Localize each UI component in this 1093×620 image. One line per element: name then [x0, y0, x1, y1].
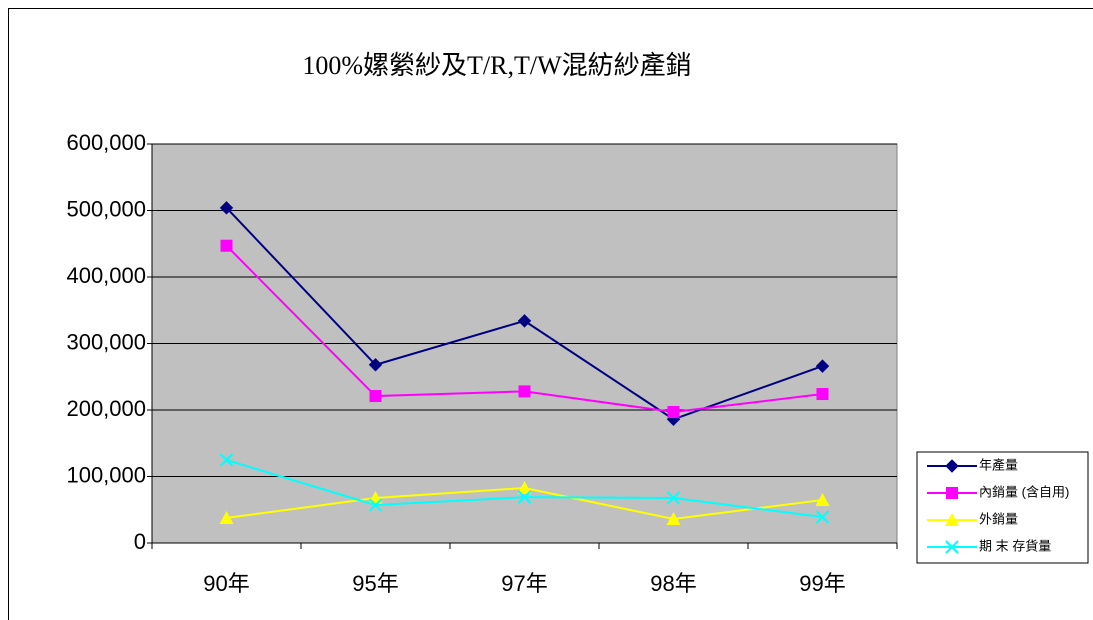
legend-marker: [945, 513, 959, 526]
x-tick-label: 99年: [799, 571, 845, 596]
x-tick-label: 95年: [352, 571, 398, 596]
legend-label: 內銷量 (含自用): [979, 484, 1069, 499]
data-point: [369, 390, 382, 403]
data-point: [517, 481, 532, 495]
data-point: [368, 358, 383, 372]
x-tick-label: 97年: [501, 571, 547, 596]
y-tick-label: 600,000: [66, 130, 146, 155]
chart-title: 100%嫘縈紗及T/R,T/W混紡紗產銷: [302, 51, 691, 80]
data-point: [219, 453, 234, 467]
data-point: [219, 201, 234, 215]
legend-marker: [946, 487, 958, 499]
x-tick-label: 90年: [203, 571, 249, 596]
legend-label: 外銷量: [979, 511, 1018, 526]
legend-box: [916, 451, 1089, 564]
data-point: [220, 239, 233, 252]
y-tick-label: 500,000: [66, 196, 146, 221]
data-point: [815, 359, 830, 373]
data-point: [368, 498, 383, 512]
data-point: [517, 490, 532, 504]
data-point: [666, 511, 681, 525]
y-tick-label: 300,000: [66, 329, 146, 354]
legend-marker: [945, 540, 959, 554]
data-point: [518, 385, 531, 398]
data-point: [219, 510, 234, 524]
y-tick-label: 400,000: [66, 263, 146, 288]
data-point: [816, 388, 829, 401]
data-point: [815, 510, 830, 524]
legend-marker: [945, 459, 959, 473]
x-tick-label: 98年: [650, 571, 696, 596]
legend-label: 期 末 存貨量: [979, 538, 1051, 553]
data-point: [667, 405, 680, 418]
y-tick-label: 200,000: [66, 396, 146, 421]
data-point: [815, 492, 830, 506]
y-tick-label: 0: [134, 529, 146, 554]
legend-label: 年產量: [979, 457, 1018, 472]
y-tick-label: 100,000: [66, 462, 146, 487]
data-point: [666, 491, 681, 505]
data-point: [517, 314, 532, 328]
